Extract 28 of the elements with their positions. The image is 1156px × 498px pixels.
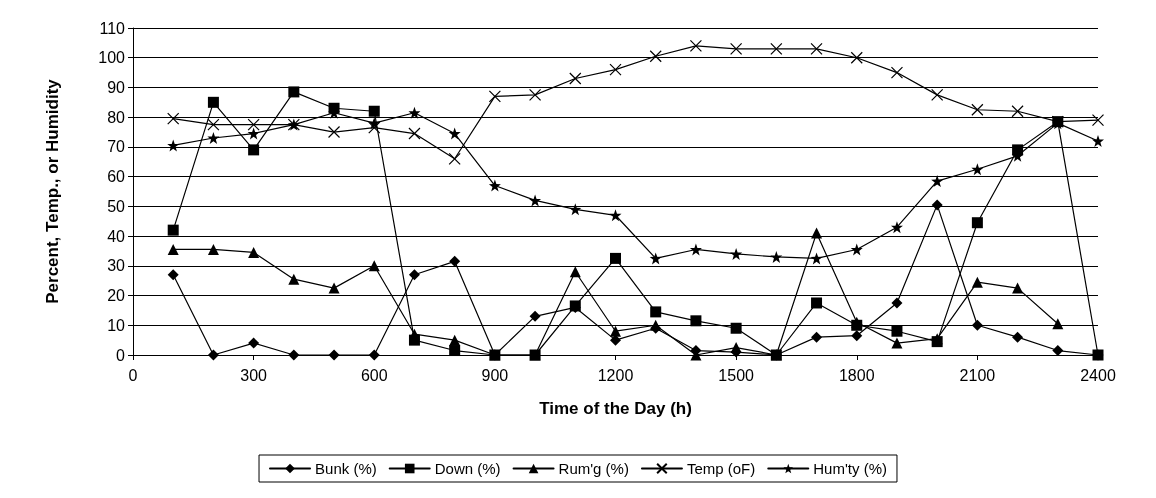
x-tick-label: 600 <box>360 366 388 384</box>
x-tick-label: 900 <box>481 366 509 384</box>
legend-label: Hum'ty (%) <box>813 460 887 477</box>
x-tick-label: 300 <box>240 366 268 384</box>
y-tick-label: 100 <box>98 49 126 67</box>
x-tick-label: 2400 <box>1080 366 1116 384</box>
x-tick-label: 0 <box>128 366 138 384</box>
y-axis-title: Percent, Temp., or Humidity <box>43 78 62 304</box>
x-tick-label: 2100 <box>959 366 996 384</box>
x-tick-label: 1200 <box>597 366 634 384</box>
legend-label: Rum'g (%) <box>558 460 629 477</box>
x-tick-label: 1500 <box>718 366 755 384</box>
y-tick-label: 110 <box>99 19 126 37</box>
y-tick-label: 90 <box>107 78 126 96</box>
y-tick-label: 80 <box>107 108 126 126</box>
legend-label: Temp (oF) <box>686 460 756 477</box>
y-tick-label: 10 <box>107 316 126 334</box>
y-tick-label: 50 <box>107 197 126 215</box>
x-axis-title: Time of the Day (h) <box>539 399 692 418</box>
y-tick-label: 20 <box>107 287 126 305</box>
y-tick-label: 0 <box>116 346 126 364</box>
y-tick-label: 30 <box>107 257 126 275</box>
y-tick-label: 70 <box>107 138 126 156</box>
y-tick-label: 60 <box>107 168 126 186</box>
legend-label: Bunk (%) <box>315 460 377 477</box>
x-tick-label: 1800 <box>838 366 875 384</box>
y-tick-label: 40 <box>107 227 126 245</box>
legend-label: Down (%) <box>434 460 501 477</box>
